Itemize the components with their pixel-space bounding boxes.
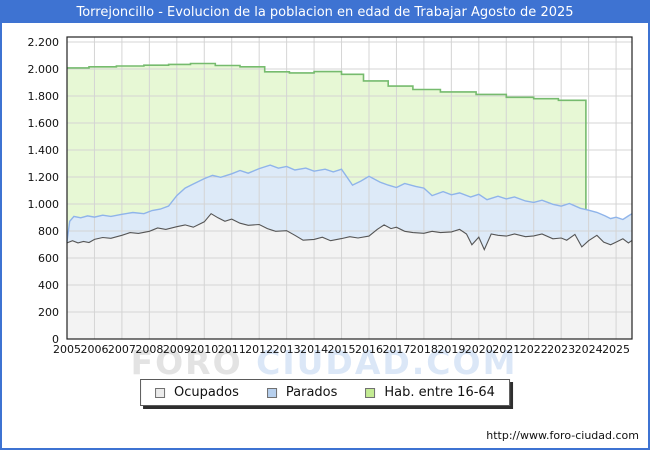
- svg-text:2015: 2015: [328, 343, 356, 356]
- svg-text:2014: 2014: [300, 343, 328, 356]
- svg-text:2.000: 2.000: [28, 63, 60, 76]
- svg-text:2009: 2009: [163, 343, 191, 356]
- svg-text:2018: 2018: [410, 343, 438, 356]
- source-url: http://www.foro-ciudad.com: [486, 429, 639, 442]
- svg-text:2013: 2013: [273, 343, 301, 356]
- legend-item-parados: Parados: [266, 385, 338, 400]
- svg-text:2016: 2016: [355, 343, 383, 356]
- chart-title-bar: Torrejoncillo - Evolucion de la poblacio…: [2, 2, 648, 23]
- svg-text:800: 800: [38, 225, 59, 238]
- svg-text:2008: 2008: [135, 343, 163, 356]
- svg-text:1.600: 1.600: [28, 117, 60, 130]
- parados-swatch-icon: [266, 387, 277, 398]
- svg-text:600: 600: [38, 252, 59, 265]
- page-title: Torrejoncillo - Evolucion de la poblacio…: [76, 5, 574, 20]
- svg-text:2023: 2023: [547, 343, 575, 356]
- legend-item-ocupados: Ocupados: [155, 385, 239, 400]
- svg-text:2.200: 2.200: [28, 36, 60, 49]
- legend-label-hab-16-64: Hab. entre 16-64: [384, 385, 495, 400]
- legend-item-hab-16-64: Hab. entre 16-64: [365, 385, 495, 400]
- svg-text:2011: 2011: [218, 343, 246, 356]
- chart-legend: Ocupados Parados Hab. entre 16-64: [140, 379, 510, 406]
- svg-text:2005: 2005: [53, 343, 81, 356]
- ocupados-swatch-icon: [155, 387, 166, 398]
- svg-text:0: 0: [52, 333, 59, 346]
- svg-text:2017: 2017: [382, 343, 410, 356]
- svg-text:2006: 2006: [80, 343, 108, 356]
- svg-text:1.200: 1.200: [28, 171, 60, 184]
- svg-text:2025: 2025: [602, 343, 630, 356]
- svg-text:2007: 2007: [108, 343, 136, 356]
- hab-16-64-swatch-icon: [365, 387, 376, 398]
- svg-text:2012: 2012: [245, 343, 273, 356]
- svg-text:FORO CIUDAD.COM: FORO CIUDAD.COM: [131, 343, 518, 382]
- svg-text:400: 400: [38, 279, 59, 292]
- svg-text:2022: 2022: [520, 343, 548, 356]
- svg-text:2019: 2019: [437, 343, 465, 356]
- svg-text:2020: 2020: [465, 343, 493, 356]
- svg-text:1.400: 1.400: [28, 144, 60, 157]
- svg-text:2010: 2010: [190, 343, 218, 356]
- legend-label-parados: Parados: [285, 385, 338, 400]
- svg-text:1.800: 1.800: [28, 90, 60, 103]
- svg-text:1.000: 1.000: [28, 198, 60, 211]
- svg-text:2024: 2024: [575, 343, 603, 356]
- svg-text:2021: 2021: [492, 343, 520, 356]
- legend-label-ocupados: Ocupados: [174, 385, 239, 400]
- svg-text:200: 200: [38, 306, 59, 319]
